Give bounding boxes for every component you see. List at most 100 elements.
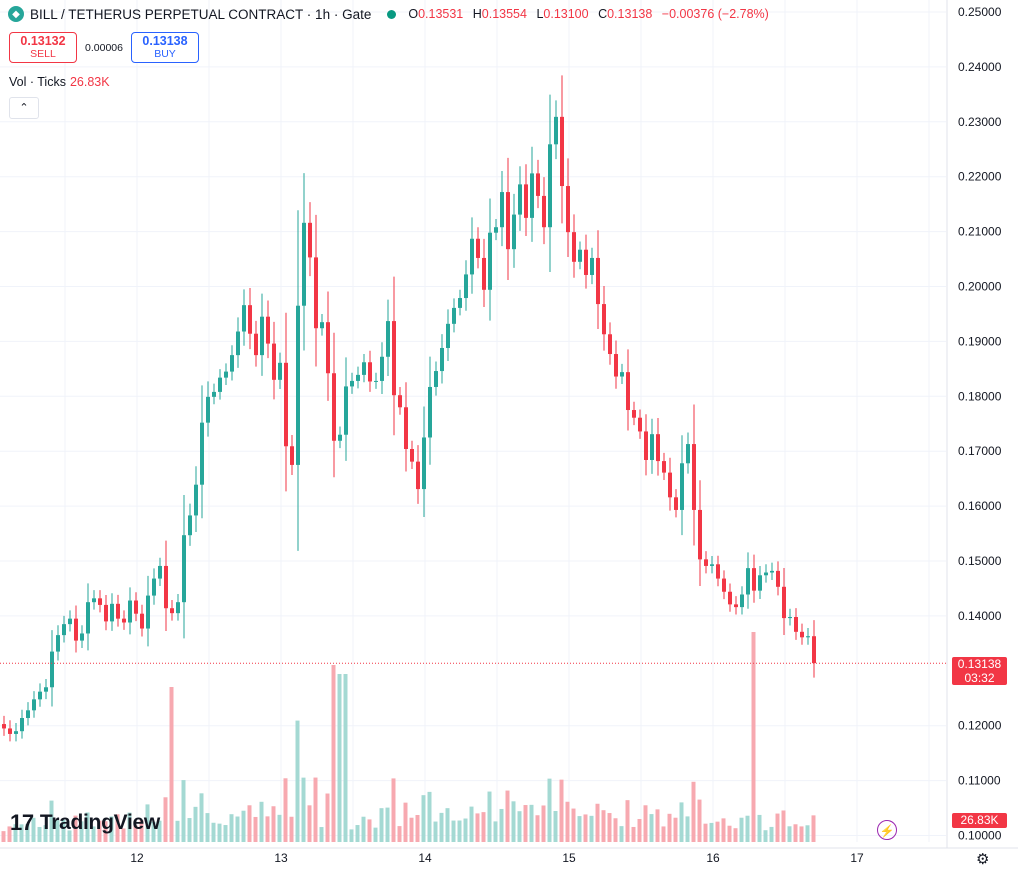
- volume-bar: [637, 819, 642, 842]
- trade-panel: 0.13132 SELL 0.00006 0.13138 BUY: [9, 32, 199, 63]
- candle-body: [428, 386, 432, 438]
- volume-bar: [199, 793, 204, 842]
- sell-button[interactable]: 0.13132 SELL: [9, 32, 77, 63]
- candle-body: [578, 249, 582, 262]
- volume-bar: [307, 805, 312, 842]
- volume-legend-value: 26.83K: [69, 75, 110, 89]
- candle-body: [614, 354, 618, 377]
- volume-bar: [259, 801, 264, 842]
- volume-bar: [697, 799, 702, 842]
- volume-bar: [379, 808, 384, 842]
- candle-body: [758, 575, 762, 591]
- volume-bar: [517, 811, 522, 842]
- candle-body: [302, 222, 306, 306]
- volume-bar: [715, 821, 720, 842]
- x-tick-label: 17: [850, 851, 864, 865]
- volume-bar: [151, 821, 156, 842]
- candle-body: [620, 372, 624, 377]
- volume-bar: [169, 687, 174, 842]
- volume-bar: [49, 800, 54, 842]
- candle-body: [320, 322, 324, 329]
- volume-bar: [265, 816, 270, 842]
- volume-bar: [97, 820, 102, 842]
- candle-body: [722, 578, 726, 592]
- y-tick-label: 0.18000: [958, 389, 1002, 403]
- candle-body: [86, 602, 90, 634]
- volume-legend[interactable]: Vol · Ticks 26.83K: [9, 75, 110, 89]
- volume-bar: [613, 818, 618, 842]
- volume-bar: [595, 803, 600, 842]
- candle-body: [668, 472, 672, 498]
- volume-bar: [145, 804, 150, 842]
- symbol-title[interactable]: BILL / TETHERUS PERPETUAL CONTRACT · 1h …: [30, 6, 372, 22]
- candle-body: [416, 461, 420, 490]
- volume-bar: [787, 826, 792, 842]
- volume-bar: [31, 817, 36, 842]
- volume-bar: [757, 814, 762, 842]
- tradingview-logo[interactable]: 17 TradingView: [10, 810, 160, 836]
- volume-bar: [55, 820, 60, 842]
- candle-body: [488, 232, 492, 290]
- candle-body: [506, 192, 510, 250]
- candle-body: [344, 386, 348, 435]
- volume-bar: [163, 797, 168, 842]
- candle-body: [542, 195, 546, 228]
- candle-body: [194, 484, 198, 516]
- volume-bar: [217, 823, 222, 842]
- candle-body: [374, 380, 378, 382]
- volume-bar: [409, 817, 414, 842]
- volume-bar: [397, 826, 402, 842]
- volume-bar: [103, 821, 108, 842]
- volume-bar: [133, 825, 138, 842]
- volume-bar: [745, 815, 750, 842]
- candle-body: [206, 396, 210, 423]
- candle-body: [764, 572, 768, 576]
- candle-body: [164, 565, 168, 609]
- chevron-up-icon[interactable]: ⌃: [9, 97, 39, 119]
- volume-bar: [523, 805, 528, 842]
- y-tick-label: 0.19000: [958, 334, 1002, 348]
- volume-bar: [193, 806, 198, 842]
- volume-bar: [589, 815, 594, 842]
- candle-body: [176, 602, 180, 614]
- volume-value-tag: 26.83K: [952, 813, 1007, 828]
- candle-body: [62, 624, 66, 636]
- candle-body: [530, 173, 534, 218]
- buy-button[interactable]: 0.13138 BUY: [131, 32, 199, 63]
- last-price-tag: 0.13138 03:32: [952, 657, 1007, 685]
- candle-body: [464, 274, 468, 299]
- volume-bar: [121, 828, 126, 842]
- candle-body: [170, 608, 174, 614]
- volume-bar: [91, 826, 96, 842]
- volume-bar: [751, 632, 756, 842]
- volume-bar: [769, 826, 774, 842]
- volume-bar: [127, 812, 132, 842]
- candle-body: [284, 362, 288, 447]
- candle-body: [518, 184, 522, 215]
- candle-body: [596, 257, 600, 305]
- candle-body: [356, 374, 360, 381]
- volume-bar: [247, 805, 252, 842]
- candle-body: [674, 497, 678, 510]
- candle-body: [482, 257, 486, 290]
- candle-body: [326, 322, 330, 374]
- lightning-icon[interactable]: ⚡: [877, 820, 897, 840]
- volume-bar: [43, 825, 48, 842]
- candle-body: [746, 568, 750, 595]
- volume-bar: [643, 805, 648, 842]
- candle-body: [494, 227, 498, 233]
- volume-bar: [739, 817, 744, 842]
- volume-bar: [667, 813, 672, 842]
- volume-bar: [457, 820, 462, 842]
- candle-body: [398, 395, 402, 408]
- candle-body: [38, 691, 42, 700]
- candle-body: [266, 316, 270, 344]
- bar-countdown: 03:32: [964, 671, 995, 685]
- candle-body: [110, 603, 114, 622]
- volume-bar: [541, 805, 546, 842]
- candle-body: [476, 238, 480, 258]
- candle-body: [212, 391, 216, 397]
- candle-body: [224, 371, 228, 378]
- settings-gear-icon[interactable]: ⚙: [976, 851, 990, 868]
